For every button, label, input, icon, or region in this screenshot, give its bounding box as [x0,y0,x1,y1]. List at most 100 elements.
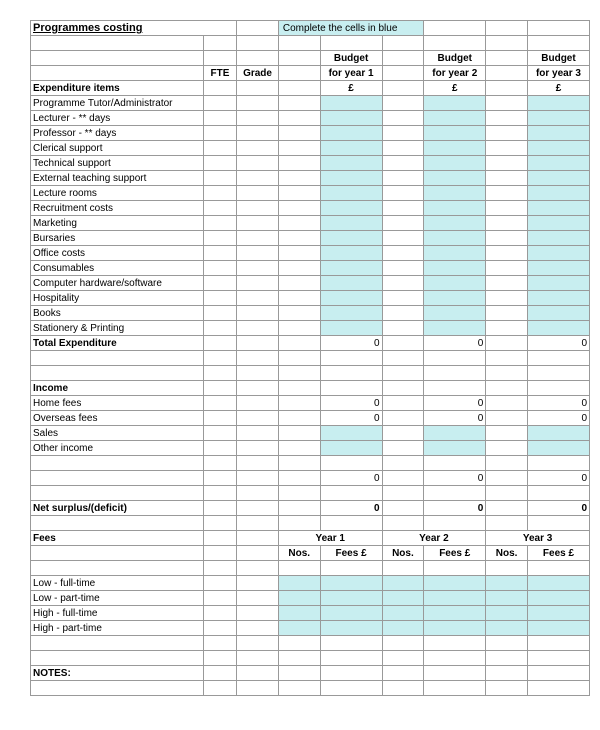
budget-y3-cell[interactable] [527,201,589,216]
home-y1: 0 [320,396,382,411]
budget-y2-cell[interactable] [424,171,486,186]
budget-y3-cell[interactable] [527,111,589,126]
table-row: Low - full-time [31,576,590,591]
fees-amt-y3[interactable] [527,591,589,606]
budget-y3-cell[interactable] [527,141,589,156]
budget-y3-cell[interactable] [527,171,589,186]
other-y3[interactable] [527,441,589,456]
fees-nos-y1[interactable] [278,606,320,621]
budget-y3-cell[interactable] [527,231,589,246]
budget-y2-cell[interactable] [424,246,486,261]
fees-nos-y1[interactable] [278,591,320,606]
budget-y1-cell[interactable] [320,111,382,126]
budget-y1-cell[interactable] [320,156,382,171]
fees-amt-y1[interactable] [320,621,382,636]
fees-amt-y2[interactable] [424,606,486,621]
fees-row-label: High - part-time [31,621,204,636]
budget-y3-cell[interactable] [527,126,589,141]
table-row: Net surplus/(deficit)000 [31,501,590,516]
expenditure-items-label: Expenditure items [31,81,204,96]
budget-y2-cell[interactable] [424,306,486,321]
budget-y1-cell[interactable] [320,96,382,111]
budget-y1-cell[interactable] [320,201,382,216]
budget-y1-cell[interactable] [320,306,382,321]
fees-amt-y1[interactable] [320,576,382,591]
budget-y3-cell[interactable] [527,156,589,171]
expenditure-row-label: Technical support [31,156,204,171]
budget-y2-cell[interactable] [424,111,486,126]
budget-y1-cell[interactable] [320,321,382,336]
fees-nos-y3[interactable] [486,621,528,636]
fees-amt-y3[interactable] [527,576,589,591]
budget-y1-cell[interactable] [320,126,382,141]
budget-y2-cell[interactable] [424,291,486,306]
budget-y2-cell[interactable] [424,96,486,111]
table-row: Income [31,381,590,396]
fees-amt-y2[interactable] [424,576,486,591]
fees-amt-y1[interactable] [320,591,382,606]
table-row: Home fees000 [31,396,590,411]
budget-y2-cell[interactable] [424,216,486,231]
budget-y1-cell[interactable] [320,186,382,201]
budget-y2-cell[interactable] [424,321,486,336]
home-y2: 0 [424,396,486,411]
fees-nos-y2[interactable] [382,621,424,636]
fees-nos-y3[interactable] [486,576,528,591]
table-row: Programme Tutor/Administrator [31,96,590,111]
budget-y3-cell[interactable] [527,216,589,231]
fees-amt-y3[interactable] [527,621,589,636]
budget-y1-cell[interactable] [320,276,382,291]
budget-y2-cell[interactable] [424,186,486,201]
fees-amt-y2[interactable] [424,591,486,606]
budget-y1-cell[interactable] [320,291,382,306]
budget-y1-cell[interactable] [320,171,382,186]
sales-y2[interactable] [424,426,486,441]
budget-y1-cell[interactable] [320,261,382,276]
fees-amt-y3[interactable] [527,606,589,621]
header-budget-1: Budget [320,51,382,66]
table-row [31,36,590,51]
budget-y1-cell[interactable] [320,216,382,231]
budget-y3-cell[interactable] [527,276,589,291]
budget-y1-cell[interactable] [320,141,382,156]
budget-y1-cell[interactable] [320,246,382,261]
table-row [31,486,590,501]
sales-y1[interactable] [320,426,382,441]
budget-y3-cell[interactable] [527,246,589,261]
fees-nos-y3[interactable] [486,591,528,606]
budget-y2-cell[interactable] [424,141,486,156]
total-expenditure-label: Total Expenditure [31,336,204,351]
budget-y3-cell[interactable] [527,306,589,321]
expenditure-row-label: Programme Tutor/Administrator [31,96,204,111]
fees-amt-y2[interactable] [424,621,486,636]
fees-nos-y2[interactable] [382,576,424,591]
header-year-2: Year 2 [382,531,486,546]
other-y1[interactable] [320,441,382,456]
fees-nos-y2[interactable] [382,591,424,606]
budget-y2-cell[interactable] [424,201,486,216]
budget-y2-cell[interactable] [424,156,486,171]
budget-y2-cell[interactable] [424,126,486,141]
fees-nos-y2[interactable] [382,606,424,621]
table-row [31,516,590,531]
fees-amt-y1[interactable] [320,606,382,621]
fees-nos-y3[interactable] [486,606,528,621]
budget-y2-cell[interactable] [424,261,486,276]
other-y2[interactable] [424,441,486,456]
fees-nos-y1[interactable] [278,576,320,591]
budget-y2-cell[interactable] [424,231,486,246]
budget-y2-cell[interactable] [424,276,486,291]
budget-y3-cell[interactable] [527,186,589,201]
table-row: Recruitment costs [31,201,590,216]
net-y2: 0 [424,501,486,516]
budget-y3-cell[interactable] [527,96,589,111]
budget-y1-cell[interactable] [320,231,382,246]
budget-y3-cell[interactable] [527,321,589,336]
sales-y3[interactable] [527,426,589,441]
table-row: Sales [31,426,590,441]
header-year2: for year 2 [424,66,486,81]
budget-y3-cell[interactable] [527,291,589,306]
budget-y3-cell[interactable] [527,261,589,276]
fees-nos-y1[interactable] [278,621,320,636]
currency-3: £ [527,81,589,96]
